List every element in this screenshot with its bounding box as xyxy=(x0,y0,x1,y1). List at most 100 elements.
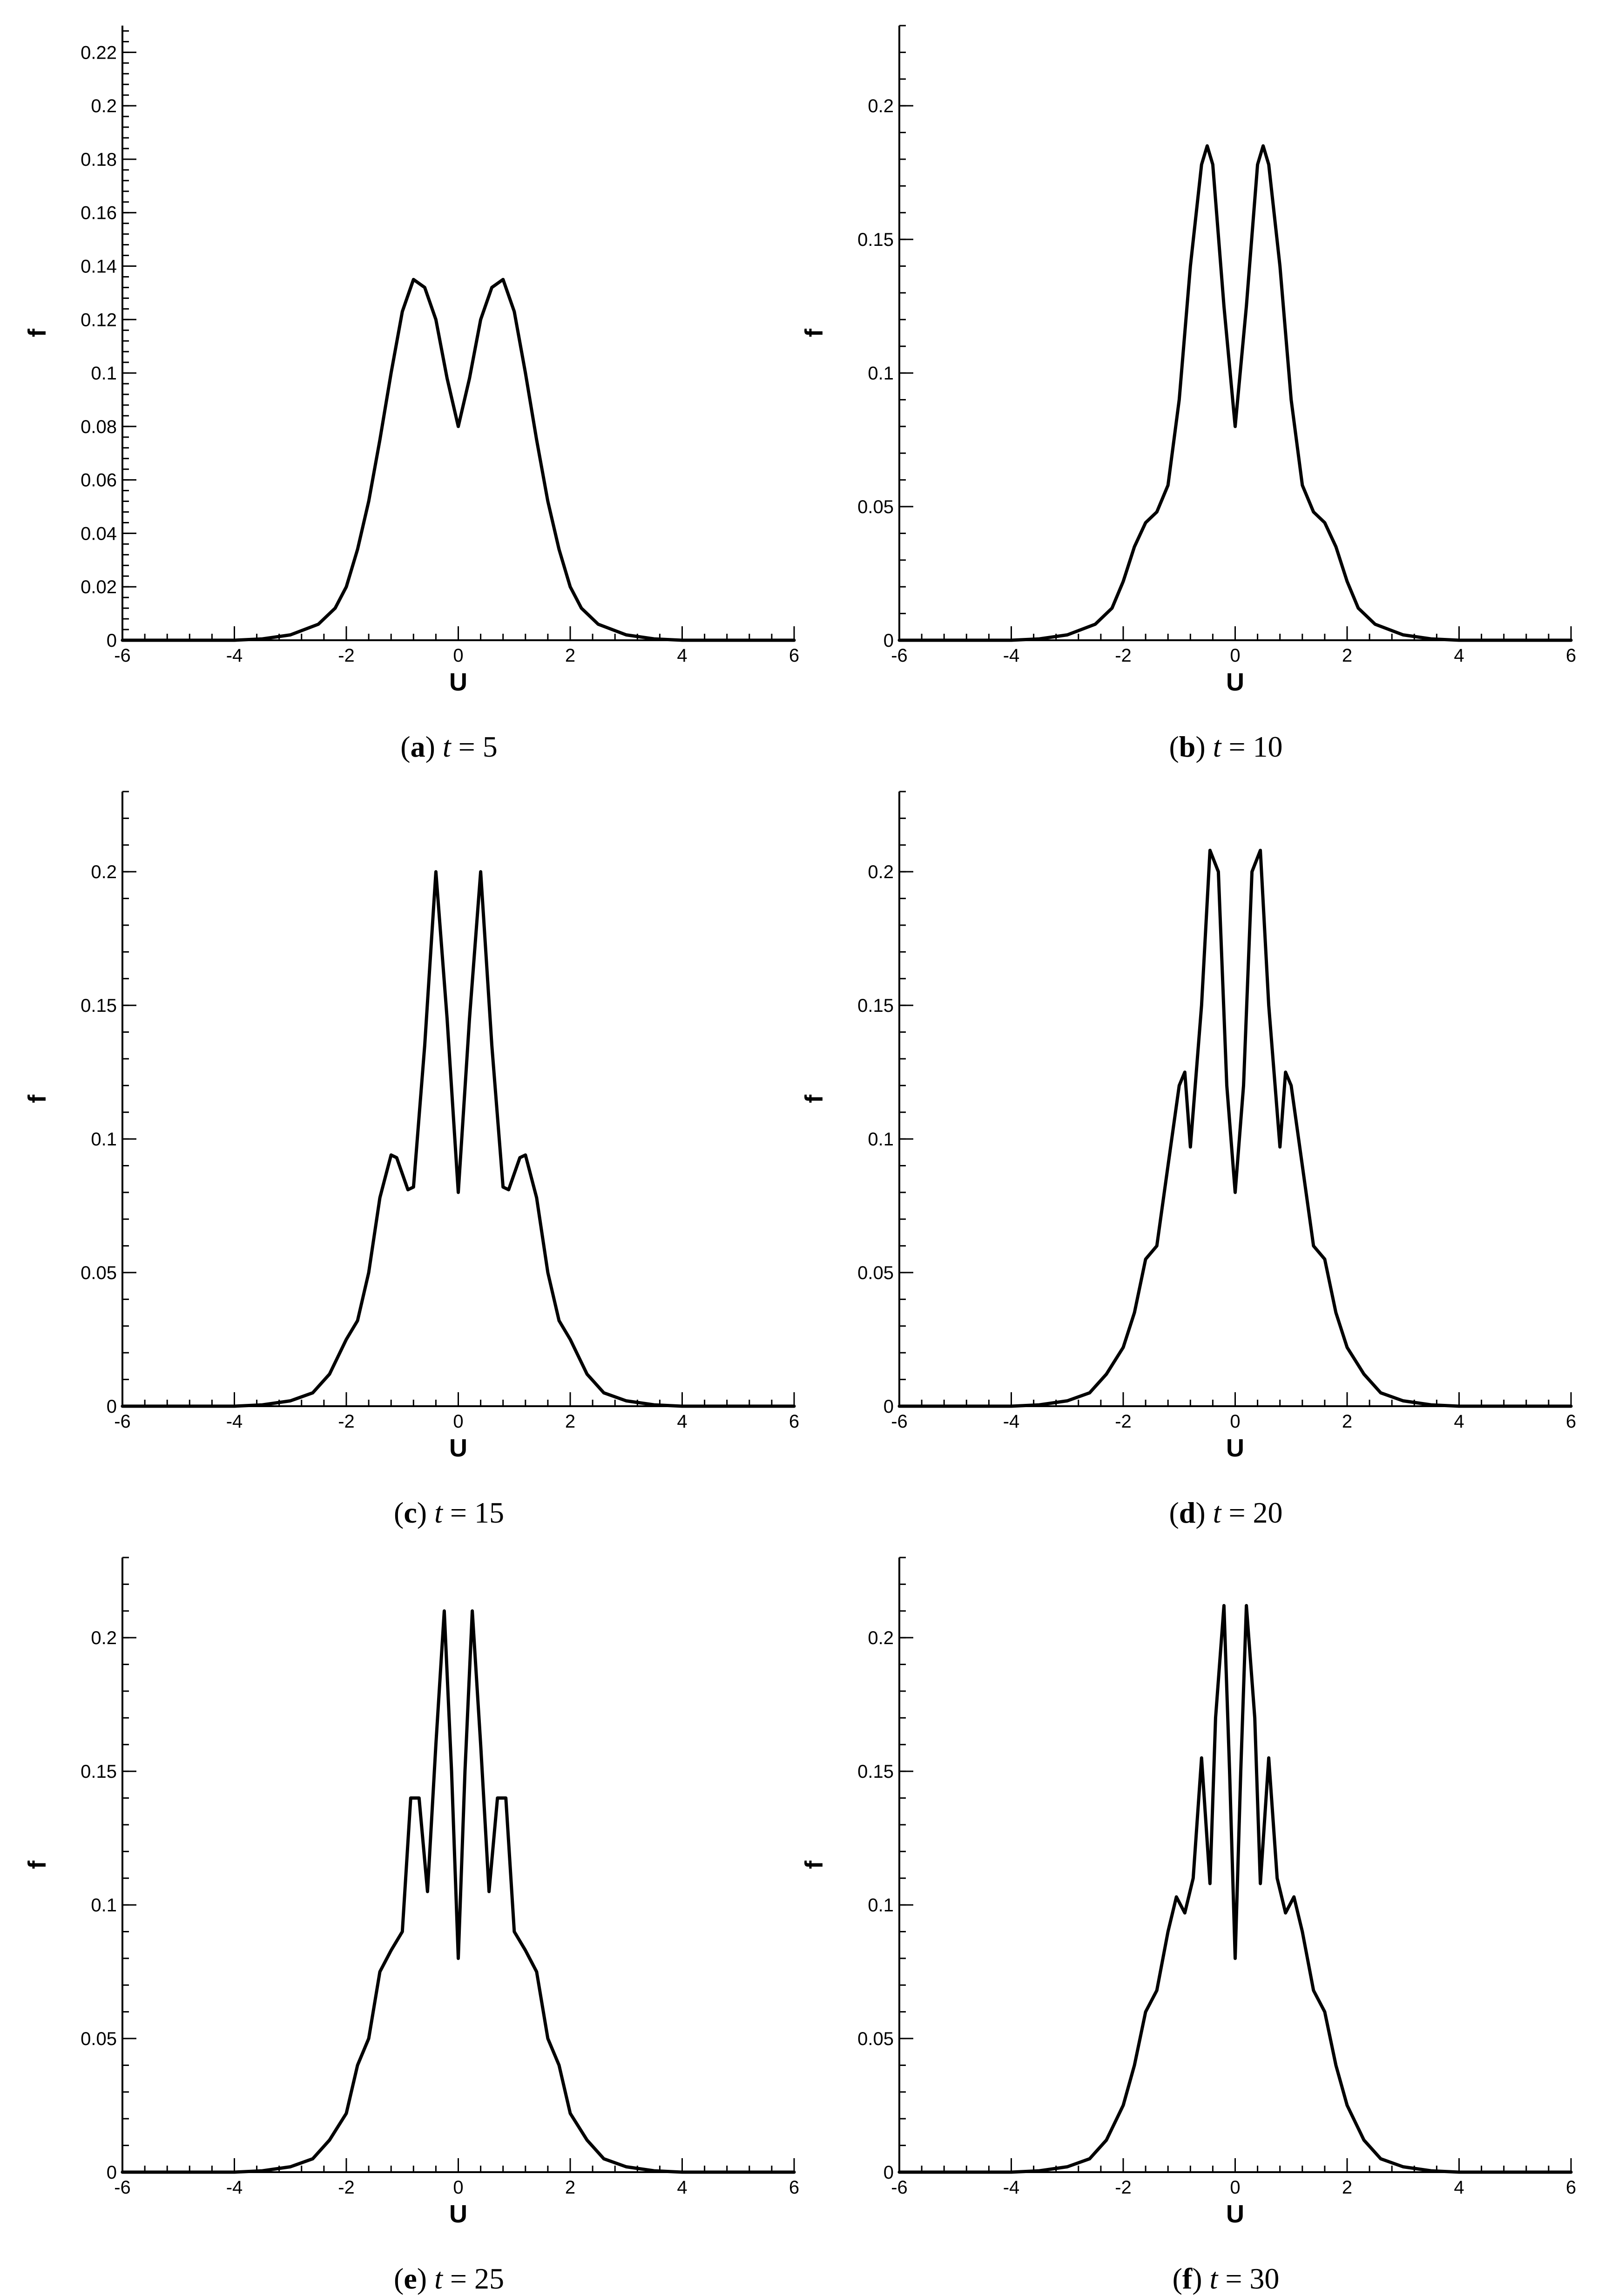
y-tick-label: 0.2 xyxy=(868,1628,894,1648)
y-axis-label: f xyxy=(23,1094,51,1103)
caption-open-paren: ( xyxy=(1173,2262,1182,2295)
caption-open-paren: ( xyxy=(1169,1496,1179,1529)
y-tick-label: 0.05 xyxy=(857,497,894,517)
caption-close-paren: ) xyxy=(417,1496,434,1529)
chart-panel-a: -6 -4 -2 0 2 4 6 0 0.02 0.04 0.06 0.08 0.1 0.12 0.14 0.… xyxy=(23,26,799,763)
y-tick-label: 0.15 xyxy=(857,1761,894,1782)
caption-param: t xyxy=(434,1496,444,1529)
caption-equals: = xyxy=(1218,2262,1249,2295)
x-tick-label: -4 xyxy=(1003,1411,1020,1432)
x-tick-label: 4 xyxy=(677,1411,687,1432)
caption-value: 15 xyxy=(474,1496,504,1529)
y-tick-label: 0 xyxy=(107,2162,117,2183)
y-tick-label: 0.14 xyxy=(81,257,117,277)
x-tick-label: 0 xyxy=(453,645,463,666)
caption-equals: = xyxy=(451,730,483,763)
x-tick-label: -2 xyxy=(338,645,355,666)
caption-tag: c xyxy=(404,1496,417,1529)
x-tick-label: 2 xyxy=(565,2177,575,2198)
caption-param: t xyxy=(1210,2262,1219,2295)
x-tick-label: -4 xyxy=(226,2177,243,2198)
y-tick-label: 0.05 xyxy=(81,1263,117,1283)
y-axis-label: f xyxy=(800,1094,828,1103)
panel-caption: (d) t = 20 xyxy=(1169,1496,1282,1529)
x-tick-label: 4 xyxy=(1454,1411,1464,1432)
caption-equals: = xyxy=(443,1496,474,1529)
caption-tag: b xyxy=(1179,730,1196,763)
y-tick-label: 0.08 xyxy=(81,417,117,437)
y-tick-label: 0.1 xyxy=(868,1129,894,1150)
y-axis-label: f xyxy=(23,1860,51,1869)
x-axis-label: U xyxy=(449,2200,467,2228)
x-tick-label: 0 xyxy=(453,1411,463,1432)
x-tick-label: -6 xyxy=(891,1411,908,1432)
caption-param: t xyxy=(1213,730,1222,763)
caption-equals: = xyxy=(443,2262,474,2295)
y-tick-label: 0.15 xyxy=(857,996,894,1016)
caption-param: t xyxy=(434,2262,444,2295)
caption-tag: d xyxy=(1179,1496,1196,1529)
y-tick-label: 0.2 xyxy=(91,862,117,882)
y-tick-label: 0 xyxy=(107,1396,117,1417)
y-tick-label: 0.2 xyxy=(91,96,117,116)
x-axis-label: U xyxy=(449,668,467,696)
x-tick-label: 2 xyxy=(1342,1411,1352,1432)
series-line xyxy=(121,1609,796,2174)
x-tick-label: 4 xyxy=(1454,2177,1464,2198)
series-line xyxy=(897,1604,1573,2174)
y-tick-label: 0.04 xyxy=(81,523,117,544)
caption-open-paren: ( xyxy=(1169,730,1179,763)
series-line xyxy=(121,278,796,642)
x-tick-label: -2 xyxy=(1115,645,1132,666)
y-tick-label: 0.1 xyxy=(91,1895,117,1916)
y-tick-label: 0.1 xyxy=(868,1895,894,1916)
x-tick-label: -6 xyxy=(114,645,131,666)
y-tick-label: 0.15 xyxy=(81,1761,117,1782)
y-tick-label: 0.05 xyxy=(857,1263,894,1283)
y-tick-label: 0 xyxy=(883,2162,894,2183)
caption-close-paren: ) xyxy=(417,2262,434,2295)
x-tick-label: -4 xyxy=(1003,2177,1020,2198)
x-tick-label: -6 xyxy=(114,1411,131,1432)
panel-caption: (f) t = 30 xyxy=(1173,2262,1280,2295)
x-axis-label: U xyxy=(449,1434,467,1462)
x-tick-label: -2 xyxy=(1115,1411,1132,1432)
chart-panel-e: -6 -4 -2 0 2 4 6 0 0.05 0.1 0.15 0.2 Uf (e) t = 25 xyxy=(23,1557,799,2295)
y-tick-label: 0.2 xyxy=(868,862,894,882)
x-tick-label: 0 xyxy=(1230,2177,1240,2198)
x-tick-label: 0 xyxy=(453,2177,463,2198)
y-tick-label: 0.18 xyxy=(81,149,117,170)
x-axis-label: U xyxy=(1226,2200,1244,2228)
x-axis-label: U xyxy=(1226,668,1244,696)
x-tick-label: 6 xyxy=(789,645,799,666)
x-axis-label: U xyxy=(1226,1434,1244,1462)
x-tick-label: -6 xyxy=(891,645,908,666)
x-tick-label: 4 xyxy=(677,645,687,666)
x-tick-label: 4 xyxy=(1454,645,1464,666)
caption-tag: a xyxy=(411,730,425,763)
x-tick-label: -4 xyxy=(1003,645,1020,666)
y-tick-label: 0.06 xyxy=(81,470,117,491)
y-tick-label: 0.15 xyxy=(81,996,117,1016)
caption-close-paren: ) xyxy=(1195,1496,1213,1529)
y-axis-label: f xyxy=(800,1860,828,1869)
caption-open-paren: ( xyxy=(394,2262,404,2295)
panel-caption: (e) t = 25 xyxy=(394,2262,504,2295)
panel-caption: (c) t = 15 xyxy=(394,1496,504,1529)
x-tick-label: 0 xyxy=(1230,1411,1240,1432)
y-tick-label: 0 xyxy=(883,1396,894,1417)
caption-value: 5 xyxy=(483,730,498,763)
caption-open-paren: ( xyxy=(394,1496,404,1529)
x-tick-label: -2 xyxy=(338,2177,355,2198)
x-tick-label: 2 xyxy=(1342,645,1352,666)
x-tick-label: 6 xyxy=(789,2177,799,2198)
caption-value: 10 xyxy=(1253,730,1283,763)
y-tick-label: 0.05 xyxy=(857,2029,894,2049)
caption-close-paren: ) xyxy=(1192,2262,1209,2295)
y-tick-label: 0.1 xyxy=(868,363,894,384)
y-axis-label: f xyxy=(23,328,51,337)
chart-panel-c: -6 -4 -2 0 2 4 6 0 0.05 0.1 0.15 0.2 Uf (c) t = 15 xyxy=(23,791,799,1529)
x-tick-label: 4 xyxy=(677,2177,687,2198)
caption-close-paren: ) xyxy=(1195,730,1213,763)
